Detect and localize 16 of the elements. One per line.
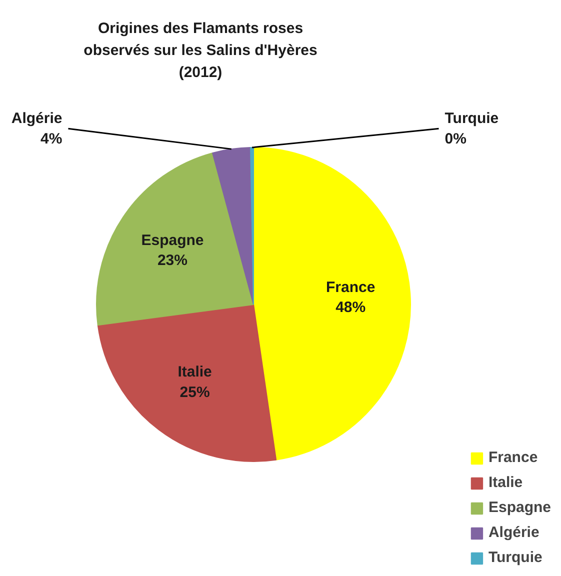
chart-title: Origines des Flamants roses observés sur les Salins d'Hyères (2012) [84, 20, 318, 81]
data-label: 0% [444, 130, 466, 148]
data-label: 48% [336, 299, 366, 316]
data-label: 25% [180, 384, 210, 401]
data-label: 4% [40, 130, 62, 148]
data-label: 23% [157, 252, 188, 270]
slice-label: Espagne [141, 232, 204, 249]
legend-label: Turquie [488, 549, 542, 566]
legend-label: France [488, 449, 538, 466]
legend-label: Espagne [488, 499, 551, 516]
slice-label: Italie [178, 363, 212, 380]
legend-label: Algérie [488, 524, 540, 541]
slice-label: Algérie [11, 110, 62, 127]
legend-label: Italie [488, 474, 523, 491]
slice-label: France [326, 278, 376, 296]
slice-label: Turquie [444, 110, 499, 127]
